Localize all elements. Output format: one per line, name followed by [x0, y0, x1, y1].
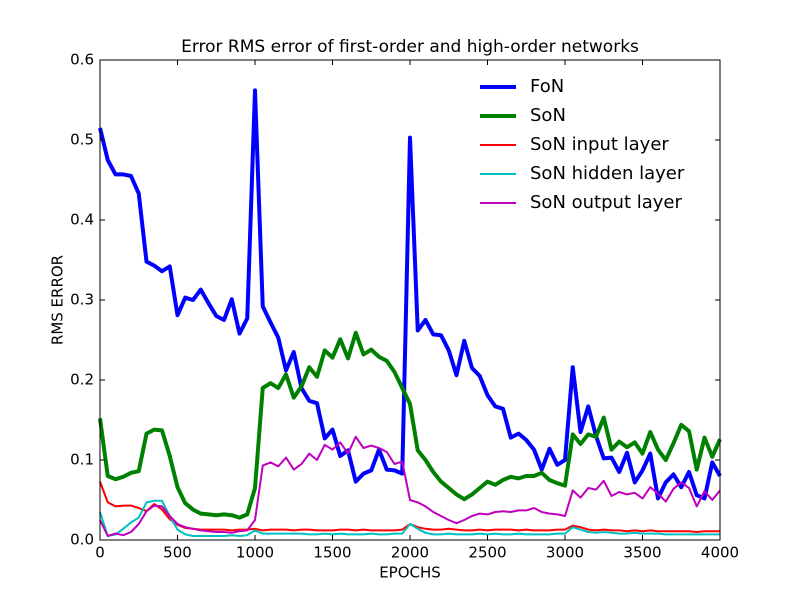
- chart-title: Error RMS error of first-order and high-…: [181, 37, 639, 57]
- data-line: [99, 435, 721, 537]
- legend-label: SoN: [530, 105, 566, 126]
- x-tick-label: 500: [163, 544, 192, 562]
- y-tick-label: 0.1: [70, 451, 94, 469]
- legend-label: FoN: [530, 76, 564, 97]
- data-line: [98, 330, 722, 520]
- y-tick-label: 0.0: [70, 531, 94, 549]
- x-tick-label: 2500: [468, 544, 506, 562]
- x-tick-label: 3500: [623, 544, 661, 562]
- x-tick-label: 1500: [313, 544, 351, 562]
- y-tick-label: 0.2: [70, 371, 94, 389]
- y-axis-label: RMS ERROR: [49, 255, 67, 345]
- x-tick-label: 3000: [546, 544, 584, 562]
- legend-label: SoN hidden layer: [530, 163, 685, 184]
- x-tick-label: 4000: [701, 544, 739, 562]
- data-line: [98, 88, 722, 501]
- x-tick-label: 2000: [391, 544, 429, 562]
- data-line: [99, 499, 720, 537]
- y-tick-label: 0.4: [70, 211, 94, 229]
- y-tick-label: 0.5: [70, 131, 94, 149]
- x-tick-label: 1000: [236, 544, 274, 562]
- legend-label: SoN input layer: [530, 134, 669, 155]
- y-tick-label: 0.3: [70, 291, 94, 309]
- legend-label: SoN output layer: [530, 192, 682, 213]
- x-tick-label: 0: [95, 544, 105, 562]
- x-axis-label: EPOCHS: [379, 564, 441, 582]
- y-tick-label: 0.6: [70, 51, 94, 69]
